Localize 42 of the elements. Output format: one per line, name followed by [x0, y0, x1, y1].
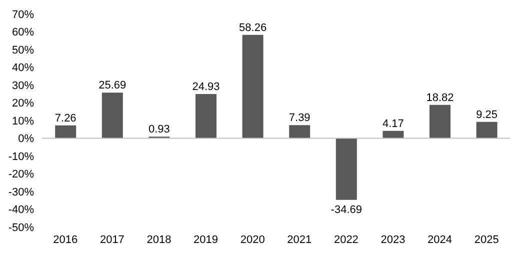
y-tick-label: 30% — [12, 80, 34, 92]
bar — [336, 138, 357, 200]
y-tick-label: 0% — [18, 133, 34, 146]
x-tick-label: 2018 — [146, 234, 172, 246]
x-tick-label: 2024 — [428, 234, 452, 246]
bar — [55, 125, 76, 138]
bar — [289, 125, 310, 138]
bar — [196, 94, 217, 138]
y-tick-label: -10% — [8, 150, 34, 163]
bar — [430, 104, 451, 138]
x-tick-label: 2019 — [194, 234, 218, 246]
y-tick-label: 60% — [12, 26, 34, 39]
data-label: 9.25 — [476, 108, 498, 121]
data-label: 4.17 — [382, 118, 404, 130]
x-tick-label: 2025 — [474, 234, 499, 246]
y-tick-label: -40% — [8, 204, 34, 216]
x-tick-label: 2022 — [334, 234, 358, 246]
data-label: -34.69 — [330, 204, 362, 216]
bar — [476, 122, 498, 138]
y-tick-label: 10% — [12, 115, 34, 128]
data-label: 7.39 — [288, 112, 310, 124]
y-tick-label: -20% — [8, 168, 34, 181]
y-tick-label: -50% — [8, 222, 34, 234]
bar — [242, 34, 264, 138]
bar — [382, 130, 404, 138]
data-label: 24.93 — [192, 81, 220, 93]
x-tick-label: 2020 — [240, 234, 265, 246]
data-label: 25.69 — [98, 80, 126, 92]
y-tick-label: 20% — [12, 98, 34, 110]
data-label: 7.26 — [54, 112, 76, 124]
y-tick-label: -30% — [8, 186, 34, 198]
data-label: 0.93 — [148, 124, 170, 136]
y-tick-label: 50% — [12, 44, 34, 56]
x-tick-label: 2016 — [53, 234, 78, 246]
y-tick-label: 70% — [12, 8, 34, 21]
data-label: 58.26 — [239, 22, 267, 34]
y-tick-label: 40% — [12, 62, 34, 74]
data-label: 18.82 — [426, 92, 454, 104]
x-tick-label: 2017 — [100, 234, 124, 246]
x-tick-label: 2023 — [380, 234, 406, 246]
x-tick-label: 2021 — [287, 234, 312, 246]
bar — [102, 92, 123, 138]
